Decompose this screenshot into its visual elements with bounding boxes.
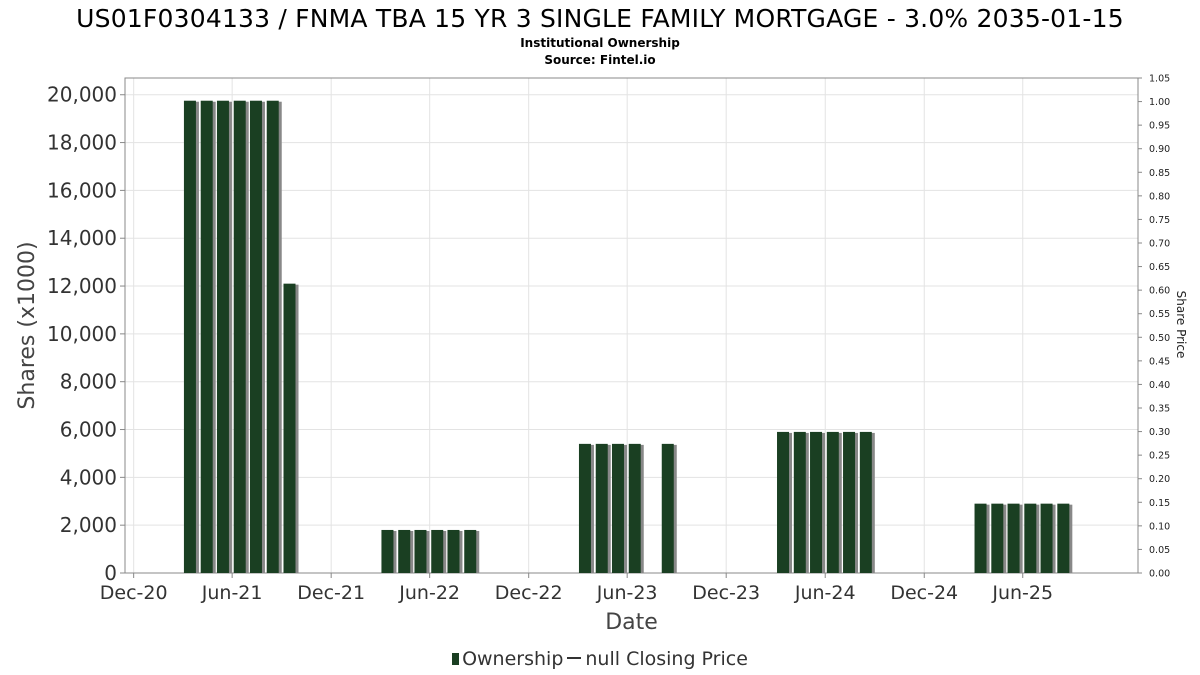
ownership-bar xyxy=(1040,503,1053,573)
ownership-bar xyxy=(991,503,1004,573)
y2-tick-label: 0.25 xyxy=(1149,451,1170,462)
y-tick-label: 0 xyxy=(104,561,117,585)
ownership-bar xyxy=(1024,503,1037,573)
x-tick-label: Jun-22 xyxy=(398,582,460,604)
y2-tick-label: 0.40 xyxy=(1149,380,1170,391)
y2-tick-label: 0.70 xyxy=(1149,239,1170,250)
y-tick-label: 6,000 xyxy=(60,418,117,442)
y2-tick-label: 0.80 xyxy=(1149,191,1170,202)
y-axis-left: 0 2,000 4,000 6,000 8,000 10,000 12,000 14,000 1… xyxy=(47,83,125,585)
y2-tick-label: 0.20 xyxy=(1149,474,1170,485)
ownership-bar xyxy=(628,443,641,573)
x-tick-label: Jun-24 xyxy=(794,582,856,604)
chart-legend: Ownership null Closing Price xyxy=(0,648,1200,670)
ownership-bar xyxy=(810,431,823,573)
y2-tick-label: 1.05 xyxy=(1149,74,1170,85)
y-tick-label: 18,000 xyxy=(47,131,117,155)
ownership-bar xyxy=(183,100,196,573)
y2-tick-label: 0.60 xyxy=(1149,286,1170,297)
y2-tick-label: 0.75 xyxy=(1149,215,1170,226)
y2-tick-label: 0.50 xyxy=(1149,333,1170,344)
ownership-bar xyxy=(398,529,411,573)
ownership-bar xyxy=(464,529,477,573)
ownership-bar xyxy=(974,503,987,573)
ownership-bar xyxy=(578,443,591,573)
y2-tick-label: 0.05 xyxy=(1149,545,1170,556)
x-tick-label: Dec-20 xyxy=(100,582,168,604)
x-axis-label: Date xyxy=(605,610,658,635)
y-tick-label: 4,000 xyxy=(60,465,117,489)
ownership-bar xyxy=(843,431,856,573)
chart-source: Source: Fintel.io xyxy=(544,53,656,67)
y-tick-label: 16,000 xyxy=(47,178,117,202)
y2-tick-label: 0.30 xyxy=(1149,427,1170,438)
ownership-bar xyxy=(266,100,279,573)
ownership-bar xyxy=(777,431,790,573)
ownership-bar xyxy=(611,443,624,573)
x-tick-label: Jun-21 xyxy=(201,582,263,604)
ownership-bar xyxy=(431,529,444,573)
ownership-bar xyxy=(661,443,674,573)
chart-subtitle: Institutional Ownership xyxy=(520,36,680,50)
ownership-bar xyxy=(249,100,262,573)
ownership-bar xyxy=(216,100,229,573)
ownership-legend-swatch xyxy=(452,653,460,665)
closing-price-legend-label: null Closing Price xyxy=(585,648,748,670)
ownership-bars xyxy=(183,100,1073,573)
ownership-bar xyxy=(447,529,460,573)
y-axis-right: 0.00 0.05 0.10 0.15 0.20 0.25 0.30 0.35 0.40 0.45… xyxy=(1138,74,1170,580)
ownership-legend-label: Ownership xyxy=(462,648,564,670)
ownership-bar xyxy=(233,100,246,573)
x-axis: Dec-20 Jun-21 Dec-21 Jun-22 Dec-22 Jun-23 Dec-… xyxy=(100,573,1053,604)
y2-tick-label: 0.65 xyxy=(1149,262,1170,273)
x-tick-label: Dec-24 xyxy=(890,582,958,604)
ownership-bar xyxy=(283,283,296,573)
x-tick-label: Jun-25 xyxy=(991,582,1053,604)
y-tick-label: 14,000 xyxy=(47,226,117,250)
y2-axis-label: Share Price xyxy=(1174,291,1188,359)
y2-tick-label: 1.00 xyxy=(1149,97,1170,108)
y2-tick-label: 0.85 xyxy=(1149,168,1170,179)
chart-title: US01F0304133 / FNMA TBA 15 YR 3 SINGLE F… xyxy=(76,4,1124,33)
x-tick-label: Dec-21 xyxy=(297,582,365,604)
ownership-bar xyxy=(859,431,872,573)
ownership-bar xyxy=(793,431,806,573)
x-tick-label: Dec-22 xyxy=(495,582,563,604)
ownership-bar xyxy=(826,431,839,573)
y2-tick-label: 0.15 xyxy=(1149,498,1170,509)
y-tick-label: 10,000 xyxy=(47,322,117,346)
y2-tick-label: 0.45 xyxy=(1149,356,1170,367)
y2-tick-label: 0.55 xyxy=(1149,309,1170,320)
y2-tick-label: 0.35 xyxy=(1149,404,1170,415)
y2-tick-label: 0.10 xyxy=(1149,521,1170,532)
ownership-bar xyxy=(1007,503,1020,573)
ownership-bar xyxy=(1057,503,1070,573)
y-tick-label: 12,000 xyxy=(47,274,117,298)
ownership-bar xyxy=(595,443,608,573)
y-tick-label: 2,000 xyxy=(60,513,117,537)
x-tick-label: Jun-23 xyxy=(596,582,658,604)
y2-tick-label: 0.00 xyxy=(1149,569,1170,580)
y-axis-label: Shares (x1000) xyxy=(15,241,40,409)
y-tick-label: 8,000 xyxy=(60,370,117,394)
ownership-bar xyxy=(414,529,427,573)
closing-price-legend-swatch xyxy=(567,657,582,659)
y-tick-label: 20,000 xyxy=(47,83,117,107)
ownership-bar xyxy=(381,529,394,573)
x-tick-label: Dec-23 xyxy=(692,582,760,604)
y2-tick-label: 0.90 xyxy=(1149,144,1170,155)
ownership-bar xyxy=(200,100,213,573)
y2-tick-label: 0.95 xyxy=(1149,121,1170,132)
